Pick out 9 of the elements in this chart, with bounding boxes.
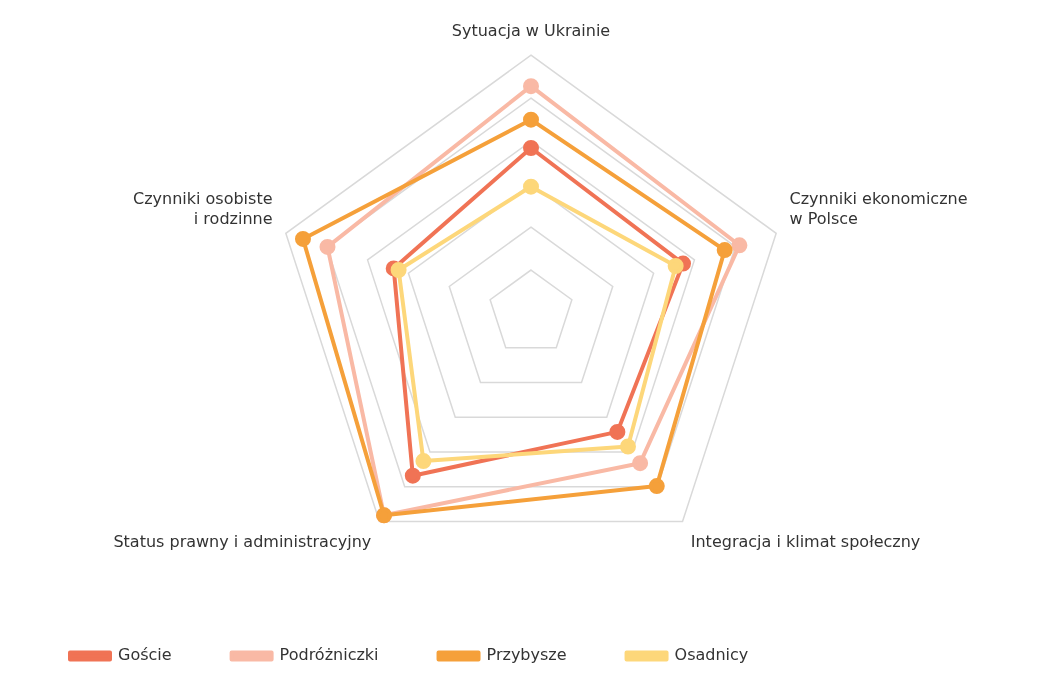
legend-label: Osadnicy: [674, 645, 749, 665]
spoke-label: Czynniki osobiste i rodzinne: [132, 189, 273, 228]
spoke-label: Czynniki ekonomiczne w Polsce: [789, 189, 968, 228]
spoke-label: Integracja i klimat społeczny: [690, 531, 921, 551]
legend-label: Goście: [118, 645, 172, 665]
legend-label: Podróżniczki: [279, 645, 379, 665]
spoke-label: Status prawny i administracyjny: [113, 531, 372, 551]
legend-label: Przybysze: [486, 645, 567, 665]
spoke-label: Sytuacja w Ukrainie: [451, 20, 611, 40]
